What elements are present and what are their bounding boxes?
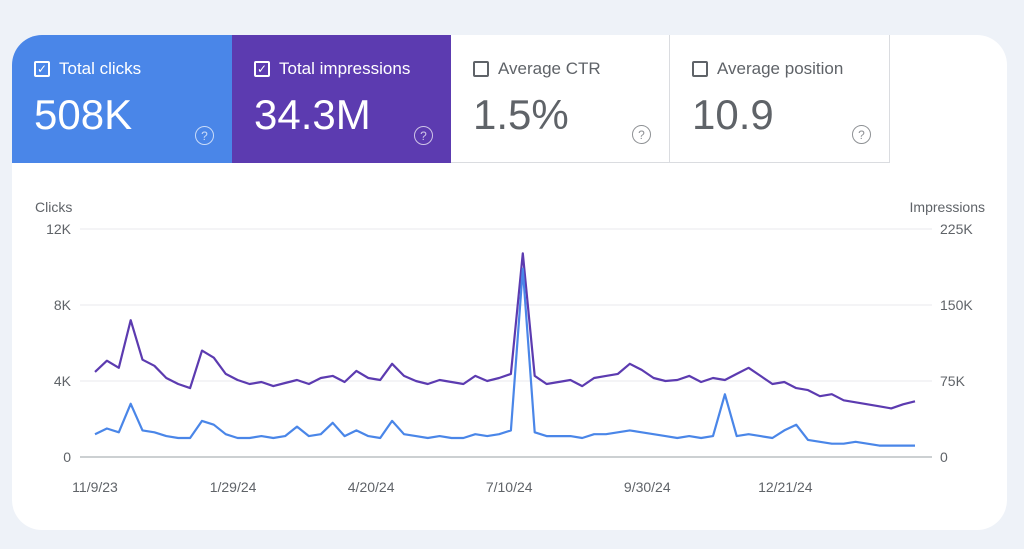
right-tick-label: 150K <box>940 297 973 313</box>
help-icon[interactable]: ? <box>414 126 433 145</box>
checkbox-unchecked-icon[interactable] <box>692 61 708 77</box>
help-icon[interactable]: ? <box>632 125 651 144</box>
left-tick-label: 8K <box>54 297 72 313</box>
help-icon[interactable]: ? <box>852 125 871 144</box>
left-axis-label: Clicks <box>35 199 72 215</box>
metric-label: Total clicks <box>59 59 142 78</box>
help-icon[interactable]: ? <box>195 126 214 145</box>
metric-label: Total impressions <box>279 59 411 78</box>
metric-label: Average CTR <box>498 59 601 78</box>
right-axis-label: Impressions <box>910 199 985 215</box>
left-tick-label: 12K <box>46 221 72 237</box>
checkbox-unchecked-icon[interactable] <box>473 61 489 77</box>
right-tick-label: 0 <box>940 449 948 465</box>
x-tick-label: 11/9/23 <box>72 479 118 495</box>
metric-value: 1.5% <box>473 91 569 138</box>
x-tick-label: 1/29/24 <box>210 479 257 495</box>
left-tick-label: 4K <box>54 373 72 389</box>
checkbox-checked-icon[interactable]: ✓ <box>254 61 270 77</box>
series-line-clicks <box>94 267 915 447</box>
series-line-impressions <box>94 252 916 410</box>
metric-tile-total-clicks[interactable]: ✓ Total clicks 508K ? <box>12 35 232 163</box>
metric-value: 34.3M <box>254 91 371 138</box>
metric-label: Average position <box>717 59 844 78</box>
x-tick-label: 12/21/24 <box>758 479 813 495</box>
left-tick-label: 0 <box>63 449 71 465</box>
metric-value: 508K <box>34 91 133 138</box>
metric-tile-total-impressions[interactable]: ✓ Total impressions 34.3M ? <box>232 35 451 163</box>
x-tick-label: 9/30/24 <box>624 479 671 495</box>
metric-tile-average-position[interactable]: Average position 10.9 ? <box>670 35 890 163</box>
x-tick-label: 7/10/24 <box>486 479 533 495</box>
performance-card: ✓ Total clicks 508K ? ✓ Total impressions … <box>12 35 1007 530</box>
metric-value: 10.9 <box>692 91 774 138</box>
checkbox-checked-icon[interactable]: ✓ <box>34 61 50 77</box>
right-tick-label: 225K <box>940 221 973 237</box>
right-tick-label: 75K <box>940 373 966 389</box>
metric-tile-average-ctr[interactable]: Average CTR 1.5% ? <box>451 35 670 163</box>
x-tick-label: 4/20/24 <box>348 479 395 495</box>
